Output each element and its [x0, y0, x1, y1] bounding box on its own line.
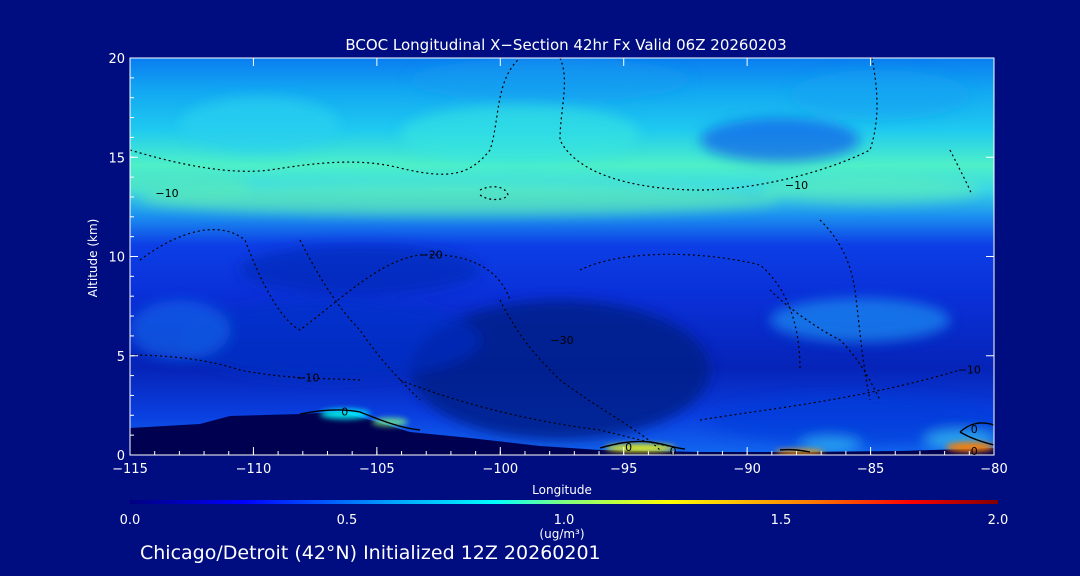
- contour-label: −20: [420, 249, 443, 262]
- colorbar: [130, 500, 998, 504]
- contour-label: −10: [958, 364, 981, 377]
- x-tick-label: −95: [610, 462, 637, 477]
- x-tick-label: −80: [980, 462, 1007, 477]
- contour-labels: −10−20−10−30−10−1000000: [155, 179, 981, 458]
- y-axis-label: Altitude (km): [86, 219, 100, 298]
- colorbar-tick-label: 2.0: [988, 513, 1009, 528]
- x-axis-label: Longitude: [532, 483, 592, 497]
- concentration-field: [130, 58, 994, 455]
- colorbar-tick-label: 1.0: [554, 513, 575, 528]
- x-tick-label: −85: [857, 462, 884, 477]
- colorbar-unit-label: (ug/m³): [539, 527, 584, 541]
- x-tick-label: −115: [112, 462, 148, 477]
- colorbar-tick-label: 0.5: [337, 513, 358, 528]
- contour-label: 0: [341, 405, 348, 418]
- contour-label: 0: [971, 423, 978, 436]
- y-axis: 0 5 10 15 20: [108, 52, 994, 464]
- x-tick-label: −110: [236, 462, 272, 477]
- chart-title: BCOC Longitudinal X−Section 42hr Fx Vali…: [345, 36, 786, 54]
- x-axis: −115 −110 −105 −100 −95 −90 −85 −80: [112, 58, 1008, 477]
- y-tick-label: 15: [108, 151, 125, 166]
- y-tick-label: 5: [117, 350, 125, 365]
- y-tick-label: 10: [108, 251, 125, 266]
- y-tick-label: 0: [117, 449, 125, 464]
- contour-label: 0: [971, 445, 978, 458]
- x-tick-label: −105: [359, 462, 395, 477]
- x-tick-label: −90: [733, 462, 760, 477]
- contour-label: −10: [296, 372, 319, 385]
- contour-label: −10: [785, 179, 808, 192]
- x-tick-label: −100: [482, 462, 518, 477]
- contour-label: −10: [155, 187, 178, 200]
- footer-caption: Chicago/Detroit (42°N) Initialized 12Z 2…: [140, 542, 601, 564]
- terrain: [130, 412, 994, 455]
- contour-label: −30: [550, 334, 573, 347]
- contour-label: 0: [625, 441, 632, 454]
- colorbar-tick-label: 0.0: [120, 513, 141, 528]
- colorbar-tick-label: 1.5: [771, 513, 792, 528]
- y-tick-label: 20: [108, 52, 125, 67]
- colorbar-ticks: 0.0 0.5 1.0 1.5 2.0: [120, 513, 1009, 528]
